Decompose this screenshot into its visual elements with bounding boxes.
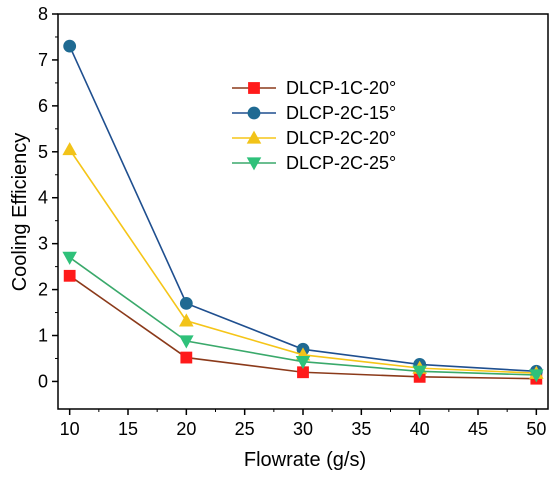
- y-tick-label-5: 5: [38, 142, 48, 162]
- series-3: [62, 251, 544, 383]
- data-point-1-1: [179, 296, 193, 310]
- x-tick-label-8: 50: [526, 419, 546, 439]
- legend-swatch-marker-0: [248, 82, 260, 94]
- y-tick-label-2: 2: [38, 280, 48, 300]
- y-axis-label: Cooling Efficiency: [9, 133, 31, 292]
- data-point-0-1: [180, 351, 193, 364]
- legend-label-1: DLCP-2C-15°: [286, 103, 396, 123]
- x-axis-ticks: 10 15 20 25 30 35 40 45 50: [60, 409, 546, 439]
- y-tick-label-4: 4: [38, 188, 48, 208]
- x-tick-label-4: 30: [293, 419, 313, 439]
- data-point-3-4: [529, 369, 544, 383]
- legend: DLCP-1C-20° DLCP-2C-15° DLCP-2C-20° DLCP-2C…: [232, 78, 396, 173]
- data-point-3-1: [179, 335, 194, 349]
- y-tick-label-1: 1: [38, 326, 48, 346]
- y-axis-ticks: 0 1 2 3 4 5 6 7 8: [38, 4, 58, 391]
- data-point-3-2: [295, 356, 311, 370]
- legend-label-3: DLCP-2C-25°: [286, 153, 396, 173]
- data-point-3-3: [412, 365, 427, 379]
- series-line-2: [69, 149, 537, 374]
- data-point-3-0: [62, 251, 77, 265]
- legend-item-1: DLCP-2C-15°: [232, 103, 396, 123]
- y-tick-label-7: 7: [38, 50, 48, 70]
- x-tick-label-7: 45: [468, 419, 488, 439]
- x-tick-label-6: 40: [410, 419, 430, 439]
- y-tick-label-6: 6: [38, 96, 48, 116]
- legend-item-2: DLCP-2C-20°: [232, 128, 396, 148]
- x-tick-label-3: 25: [235, 419, 255, 439]
- data-point-0-0: [63, 269, 76, 282]
- x-tick-label-2: 20: [176, 419, 196, 439]
- legend-label-2: DLCP-2C-20°: [286, 128, 396, 148]
- x-tick-label-1: 15: [118, 419, 138, 439]
- legend-swatch-marker-2: [246, 130, 262, 144]
- x-tick-label-0: 10: [60, 419, 80, 439]
- y-tick-label-0: 0: [38, 371, 48, 391]
- data-point-2-0: [62, 142, 77, 156]
- data-point-1-0: [63, 39, 77, 53]
- legend-item-3: DLCP-2C-25°: [232, 153, 396, 173]
- x-axis-label: Flowrate (g/s): [244, 449, 366, 471]
- legend-label-0: DLCP-1C-20°: [286, 78, 396, 98]
- x-tick-label-5: 35: [351, 419, 371, 439]
- legend-item-0: DLCP-1C-20°: [232, 78, 396, 98]
- legend-swatch-marker-3: [246, 157, 262, 171]
- legend-swatch-marker-1: [247, 106, 261, 120]
- y-tick-label-3: 3: [38, 234, 48, 254]
- data-point-2-1: [179, 313, 194, 327]
- series-layer: [62, 39, 544, 385]
- y-tick-label-8: 8: [38, 4, 48, 24]
